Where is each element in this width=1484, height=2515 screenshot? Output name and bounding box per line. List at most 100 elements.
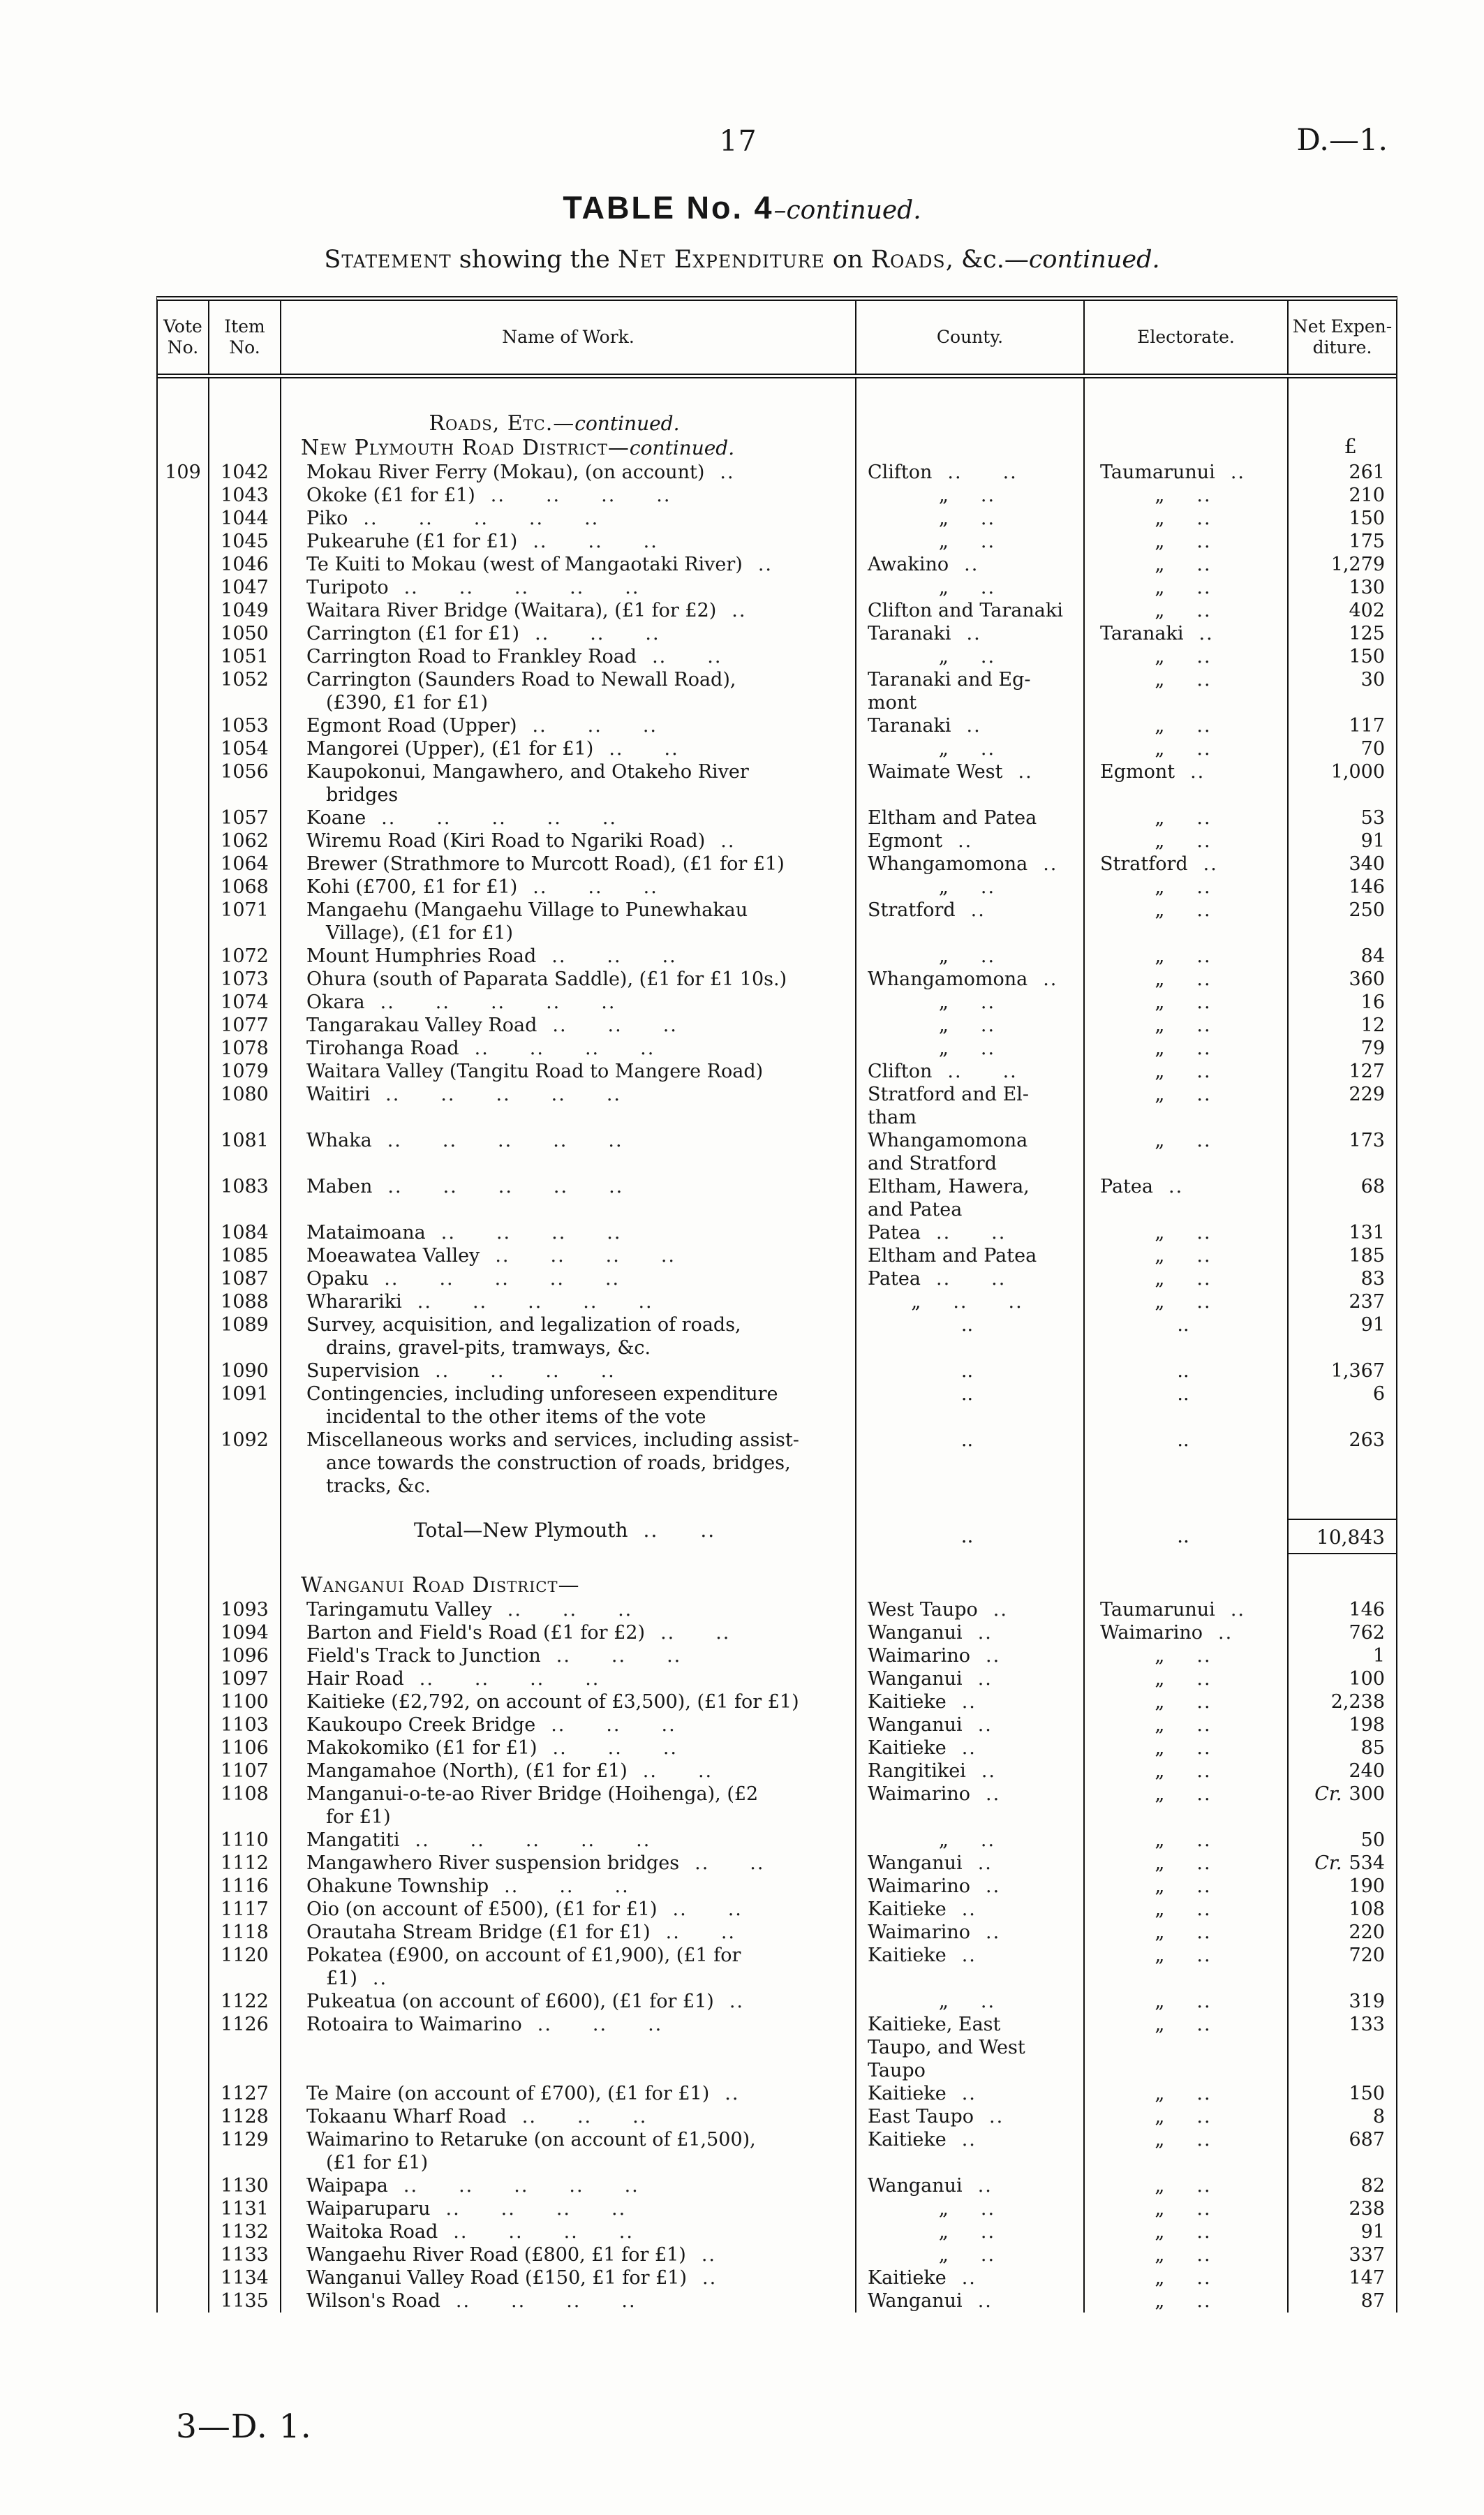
dot-leader: ..: [729, 1991, 744, 2012]
net-expenditure-cell: 229: [1287, 1083, 1396, 1129]
dot-leader: .. .. .. .. ..: [417, 1291, 653, 1313]
dot-leader: ..: [977, 2290, 993, 2312]
vote-no-cell: [158, 2105, 208, 2128]
county-cell: Taranaki..: [855, 714, 1083, 737]
dot-leader: ..: [1196, 1245, 1212, 1267]
net-expenditure-cell: 68: [1287, 1175, 1396, 1221]
net-expenditure-cell: 1,279: [1287, 553, 1396, 576]
net-expenditure-cell: 133: [1287, 2013, 1396, 2082]
table-row: 1062 Wiremu Road (Kiri Road to Ngariki Ro…: [158, 829, 1396, 853]
dot-leader: ..: [964, 554, 979, 575]
county-cell: „..: [855, 945, 1083, 968]
electorate-cell: Waimarino..: [1083, 1621, 1287, 1644]
table-row: 1079 Waitara Valley (Tangitu Road to Mang…: [158, 1060, 1396, 1083]
item-no-cell: 1047: [208, 576, 280, 599]
table-row: 1064 Brewer (Strathmore to Murcott Road),…: [158, 853, 1396, 876]
item-no-cell: 1122: [208, 1990, 280, 2013]
dot-leader: ..: [1196, 669, 1212, 691]
vote-no-cell: [158, 599, 208, 622]
electorate-cell: „..: [1083, 1129, 1287, 1175]
item-no-cell: 1053: [208, 714, 280, 737]
table-row: 1110 Mangatiti.. .. .. .. .. „.. „.. 50: [158, 1829, 1396, 1852]
vote-no-cell: [158, 760, 208, 806]
county-cell: ..: [855, 1519, 1083, 1554]
dot-leader: ..: [1196, 1038, 1212, 1059]
electorate-cell: „..: [1083, 1783, 1287, 1829]
net-expenditure-cell: 108: [1287, 1898, 1396, 1921]
electorate-cell: „..: [1083, 829, 1287, 853]
county-cell: Eltham and Patea: [855, 1244, 1083, 1267]
item-no-cell: 1116: [208, 1875, 280, 1898]
dot-leader: .. .. .. ..: [490, 485, 671, 506]
dot-leader: ..: [1196, 1222, 1212, 1244]
table-row: 1044 Piko.. .. .. .. .. „.. „.. 150: [158, 507, 1396, 530]
electorate-cell: „..: [1083, 2013, 1287, 2082]
electorate-cell: „..: [1083, 1990, 1287, 2013]
dot-leader: .. .. .. ..: [495, 1245, 676, 1267]
item-no-cell: [208, 1554, 280, 1572]
county-cell: „..: [855, 2243, 1083, 2266]
item-no-cell: 1057: [208, 806, 280, 829]
item-no-cell: 1054: [208, 737, 280, 760]
vote-no-cell: [158, 1829, 208, 1852]
vote-no-cell: [158, 1875, 208, 1898]
dot-leader: ..: [1196, 1691, 1212, 1713]
dot-leader: .. ..: [665, 1922, 736, 1943]
vote-no-cell: [158, 1554, 208, 1572]
net-expenditure-cell: 261: [1287, 461, 1396, 484]
table-header-row: Vote No. Item No. Name of Work. County. Elec…: [158, 301, 1396, 378]
vote-no-cell: [158, 714, 208, 737]
dot-leader: ..: [986, 1783, 1001, 1805]
electorate-cell: „..: [1083, 530, 1287, 553]
net-expenditure-cell: 190: [1287, 1875, 1396, 1898]
county-cell: Waimarino..: [855, 1783, 1083, 1829]
county-cell: „..: [855, 1829, 1083, 1852]
county-cell: „.. ..: [855, 1290, 1083, 1313]
net-expenditure-cell: 83: [1287, 1267, 1396, 1290]
item-no-cell: 1088: [208, 1290, 280, 1313]
electorate-cell: Stratford..: [1083, 853, 1287, 876]
item-no-cell: 1094: [208, 1621, 280, 1644]
name-of-work-cell: Egmont Road (Upper).. .. ..: [280, 714, 855, 737]
vote-no-cell: [158, 1175, 208, 1221]
dot-leader: .. ..: [672, 1898, 743, 1920]
net-expenditure-cell: 53: [1287, 806, 1396, 829]
net-expenditure-cell: 185: [1287, 1244, 1396, 1267]
table-row: 1089 Survey, acquisition, and legalizatio…: [158, 1313, 1396, 1359]
dot-leader: .. .. ..: [552, 1737, 678, 1759]
county-cell: [855, 1498, 1083, 1519]
name-of-work-cell: Mangawhero River suspension bridges.. ..: [280, 1852, 855, 1875]
dot-leader: ..: [980, 1038, 996, 1059]
dot-leader: ..: [1196, 2290, 1212, 2312]
dot-leader: ..: [1018, 761, 1033, 783]
net-expenditure-cell: Cr. 300: [1287, 1783, 1396, 1829]
vote-no-cell: [158, 1921, 208, 1944]
name-of-work-cell: [280, 1554, 855, 1572]
table-row: 1071 Mangaehu (Mangaehu Village to Punewh…: [158, 899, 1396, 945]
vote-no-cell: [158, 1290, 208, 1313]
dot-leader: ..: [1196, 1130, 1212, 1151]
net-expenditure-cell: 87: [1287, 2289, 1396, 2313]
electorate-cell: „..: [1083, 945, 1287, 968]
table-title-main: TABLE No. 4: [563, 190, 774, 226]
net-expenditure-cell: [1287, 1554, 1396, 1572]
dot-leader: ..: [993, 1599, 1008, 1621]
name-of-work-cell: Tangarakau Valley Road.. .. ..: [280, 1014, 855, 1037]
electorate-cell: „..: [1083, 1060, 1287, 1083]
name-of-work-cell: [280, 1498, 855, 1519]
county-cell: Eltham, Hawera, and Patea: [855, 1175, 1083, 1221]
item-no-cell: 1106: [208, 1736, 280, 1760]
county-cell: Waimarino..: [855, 1644, 1083, 1667]
net-expenditure-cell: 127: [1287, 1060, 1396, 1083]
table-row: 1120 Pokatea (£900, on account of £1,900)…: [158, 1944, 1396, 1990]
dot-leader: ..: [980, 2221, 996, 2243]
net-expenditure-cell: 210: [1287, 484, 1396, 507]
electorate-cell: [1083, 1498, 1287, 1519]
dot-leader: .. ..: [947, 462, 1018, 483]
dot-leader: .. .. .. .. ..: [384, 1268, 621, 1290]
name-of-work-cell: Waitiri.. .. .. .. ..: [280, 1083, 855, 1129]
electorate-cell: „..: [1083, 2243, 1287, 2266]
net-expenditure-cell: 402: [1287, 599, 1396, 622]
net-expenditure-cell: [1287, 1572, 1396, 1598]
